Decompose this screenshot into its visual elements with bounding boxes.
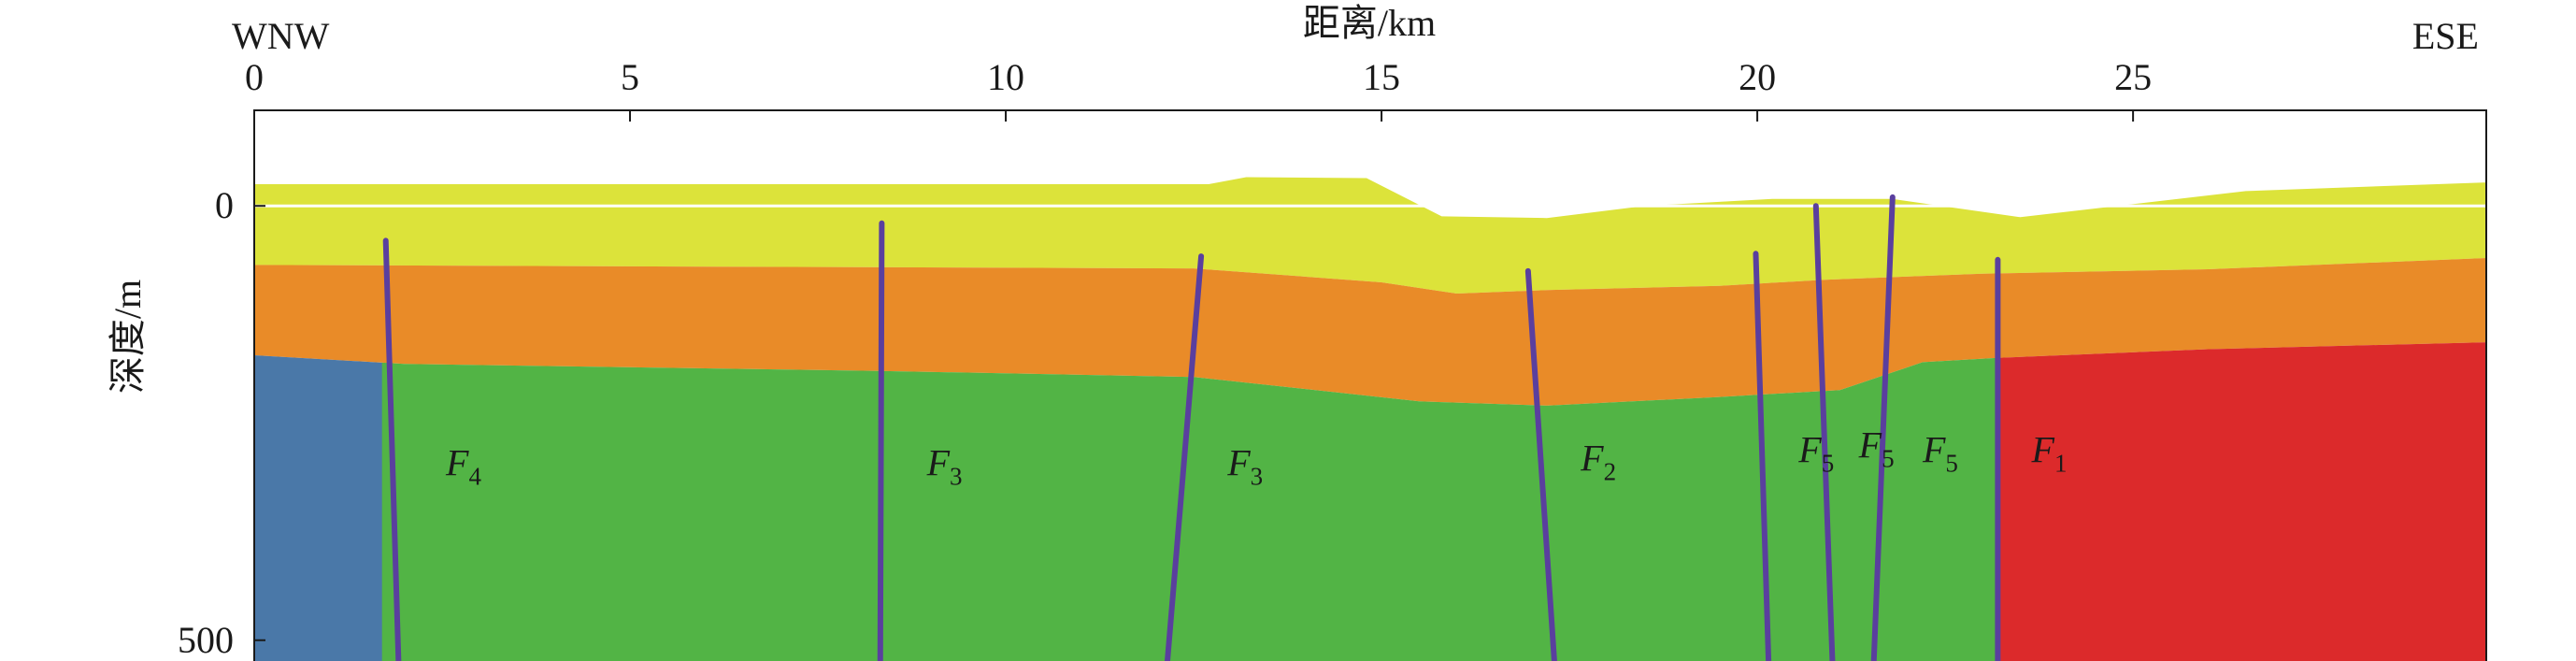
fault-label-letter: F: [445, 441, 469, 483]
fault-line-3: [1164, 253, 1205, 661]
fault-label-2: F3: [926, 441, 963, 490]
layer-right-block: [1997, 342, 2486, 661]
fault-label-subscript: 5: [1822, 449, 1835, 477]
plot-frame: [253, 109, 2487, 661]
fault-label-subscript: 5: [1945, 449, 1958, 477]
fault-label-subscript: 3: [950, 462, 963, 490]
fault-label-letter: F: [1580, 438, 1604, 480]
fault-label-letter: F: [1226, 441, 1251, 483]
fault-line-1: [382, 237, 402, 661]
x-tick-label: 15: [1363, 56, 1400, 98]
layer-middle-layer: [254, 258, 2486, 406]
fault-label-1: F4: [445, 441, 481, 490]
fault-line-5: [1753, 251, 1772, 661]
y-axis-title: 深度/m: [107, 280, 149, 394]
x-tick-label: 10: [987, 56, 1024, 98]
x-axis-title: 距离/km: [1303, 2, 1436, 44]
fault-label-letter: F: [1797, 428, 1822, 470]
fault-label-3: F3: [1226, 441, 1263, 490]
fault-label-letter: F: [926, 441, 951, 483]
fault-label-5: F5: [1797, 428, 1834, 477]
direction-label-left: WNW: [232, 15, 330, 57]
direction-label-right: ESE: [2412, 15, 2479, 57]
layer-left-block: [254, 355, 394, 661]
y-tick-label: 500: [178, 619, 234, 661]
fault-label-subscript: 1: [2054, 449, 2068, 477]
fault-line-4: [1524, 267, 1557, 661]
fault-line-6: [1812, 203, 1836, 661]
fault-label-letter: F: [1922, 428, 1946, 470]
fault-label-7: F5: [1922, 428, 1958, 477]
x-tick-label: 25: [2114, 56, 2152, 98]
fault-line-2: [877, 220, 885, 661]
layer-group: [254, 177, 2486, 661]
fault-label-subscript: 3: [1251, 462, 1264, 490]
fault-label-letter: F: [2031, 428, 2055, 470]
fault-label-subscript: 5: [1882, 445, 1895, 473]
fault-label-8: F1: [2031, 428, 2068, 477]
x-tick-label: 5: [621, 56, 639, 98]
y-tick-label: 0: [215, 184, 234, 226]
x-tick-label: 0: [245, 56, 264, 98]
fault-group: [382, 194, 2001, 661]
layer-central-block: [381, 357, 1998, 661]
fault-label-subscript: 4: [468, 462, 481, 490]
fault-label-6: F5: [1858, 424, 1895, 473]
fault-label-letter: F: [1858, 424, 1882, 467]
fault-label-4: F2: [1580, 438, 1616, 486]
fault-label-subscript: 2: [1604, 458, 1617, 486]
x-tick-label: 20: [1739, 56, 1776, 98]
fault-line-7: [1870, 194, 1896, 661]
